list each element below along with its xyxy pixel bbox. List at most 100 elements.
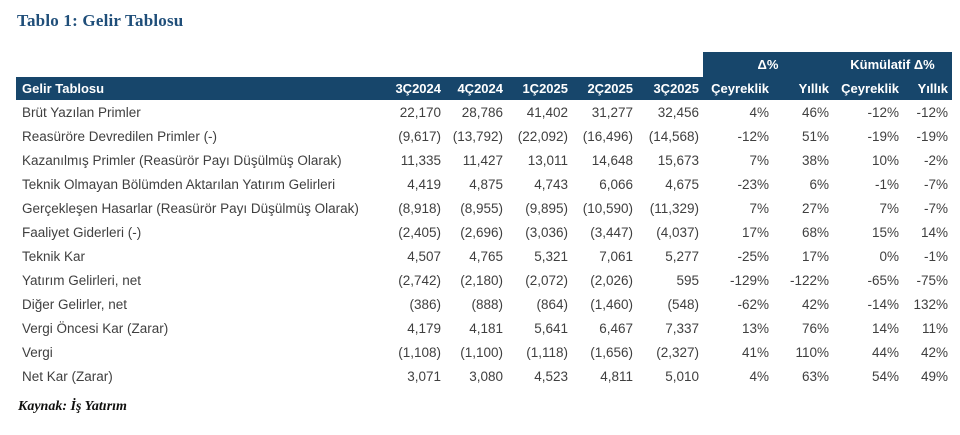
- cell-value: 10%: [871, 152, 899, 168]
- cell-value: 46%: [801, 104, 829, 120]
- cell-value: (2,180): [460, 272, 503, 288]
- cell-value: (1,100): [460, 344, 503, 360]
- cell-value: 15,673: [657, 152, 699, 168]
- cell-value: 5,277: [665, 248, 699, 264]
- column-header: 3Ç2024: [388, 77, 445, 100]
- cell-value: (3,036): [525, 224, 568, 240]
- row-label: Net Kar (Zarar): [22, 368, 113, 384]
- cell-value: 54%: [871, 368, 899, 384]
- cell-value: 7,337: [665, 320, 699, 336]
- cell-value: (2,405): [398, 224, 441, 240]
- cell-value: 14,648: [591, 152, 633, 168]
- cell-value: (8,955): [460, 200, 503, 216]
- row-label: Faaliyet Giderleri (-): [22, 224, 142, 240]
- cell-value: (3,447): [590, 224, 633, 240]
- cell-value: 38%: [801, 152, 829, 168]
- row-label: Diğer Gelirler, net: [22, 296, 128, 312]
- cell-value: (2,696): [460, 224, 503, 240]
- cell-value: 5,641: [534, 320, 568, 336]
- table-row: Vergi (1,108) (1,100) (1,118) (1,656) (2,327)…: [16, 340, 952, 364]
- cell-value: -19%: [867, 128, 899, 144]
- cell-value: -65%: [867, 272, 899, 288]
- cell-value: 3,080: [469, 368, 503, 384]
- table-title: Tablo 1: Gelir Tablosu: [17, 11, 184, 30]
- cell-value: -7%: [923, 176, 948, 192]
- table-row: Vergi Öncesi Kar (Zarar) 4,179 4,181 5,641 6…: [16, 316, 952, 340]
- cell-value: 6,467: [599, 320, 633, 336]
- column-header: 1Ç2025: [507, 77, 572, 100]
- cell-value: (1,108): [398, 344, 441, 360]
- column-header: 2Ç2025: [572, 77, 637, 100]
- cell-value: 17%: [741, 224, 769, 240]
- table-row: Brüt Yazılan Primler 22,170 28,786 41,402 31…: [16, 100, 952, 124]
- cell-value: 4,743: [534, 176, 568, 192]
- cell-value: 595: [676, 272, 699, 288]
- cell-value: (1,656): [590, 344, 633, 360]
- cell-value: (888): [471, 296, 503, 312]
- cell-value: 13,011: [527, 152, 568, 168]
- cell-value: 11,427: [462, 152, 503, 168]
- cell-value: -25%: [737, 248, 769, 264]
- cell-value: 32,456: [657, 104, 699, 120]
- cell-value: 4,419: [407, 176, 441, 192]
- cell-value: 6,066: [599, 176, 633, 192]
- cell-value: 7%: [749, 152, 769, 168]
- table-row: Yatırım Gelirleri, net (2,742) (2,180) (2,0…: [16, 268, 952, 292]
- cell-value: 14%: [871, 320, 899, 336]
- cell-value: 63%: [801, 368, 829, 384]
- column-header: Yıllık: [903, 77, 952, 100]
- cell-value: 4,507: [407, 248, 441, 264]
- cell-value: (1,460): [590, 296, 633, 312]
- row-label: Brüt Yazılan Primler: [22, 104, 141, 120]
- cell-value: 4,675: [665, 176, 699, 192]
- table-row: Reasüröre Devredilen Primler (-) (9,617) (…: [16, 124, 952, 148]
- column-header: Çeyreklik: [833, 77, 903, 100]
- cell-value: (10,590): [582, 200, 633, 216]
- cell-value: -2%: [923, 152, 948, 168]
- group-header-delta: Δ%: [703, 52, 833, 77]
- table-row: Teknik Olmayan Bölümden Aktarılan Yatırı…: [16, 172, 952, 196]
- cell-value: 4,179: [407, 320, 441, 336]
- table-row: Faaliyet Giderleri (-) (2,405) (2,696) (3,0…: [16, 220, 952, 244]
- cell-value: 5,321: [534, 248, 568, 264]
- cell-value: -75%: [916, 272, 948, 288]
- cell-value: (8,918): [398, 200, 441, 216]
- cell-value: -12%: [916, 104, 948, 120]
- cell-value: -1%: [923, 248, 948, 264]
- cell-value: 11,335: [400, 152, 441, 168]
- cell-value: 13%: [741, 320, 769, 336]
- cell-value: 15%: [871, 224, 899, 240]
- cell-value: 6%: [809, 176, 829, 192]
- cell-value: -122%: [789, 272, 829, 288]
- table-row: Kazanılmış Primler (Reasürör Payı Düşülm…: [16, 148, 952, 172]
- cell-value: (864): [536, 296, 568, 312]
- cell-value: 11%: [921, 320, 948, 336]
- cell-value: 4,523: [534, 368, 568, 384]
- cell-value: 132%: [913, 296, 948, 312]
- row-label: Yatırım Gelirleri, net: [22, 272, 142, 288]
- group-header-spacer: [16, 52, 703, 77]
- cell-value: 27%: [801, 200, 829, 216]
- cell-value: 17%: [801, 248, 829, 264]
- income-statement-table: Δ% Kümülatif Δ% Gelir Tablosu 3Ç2024 4Ç20…: [16, 52, 952, 388]
- cell-value: 68%: [801, 224, 829, 240]
- cell-value: 4,811: [600, 368, 633, 384]
- cell-value: 7%: [879, 200, 899, 216]
- cell-value: 3,071: [407, 368, 441, 384]
- cell-value: -129%: [729, 272, 769, 288]
- cell-value: (4,037): [656, 224, 699, 240]
- cell-value: 4,181: [469, 320, 503, 336]
- cell-value: -7%: [923, 200, 948, 216]
- cell-value: 28,786: [461, 104, 503, 120]
- row-label: Vergi: [22, 344, 53, 360]
- cell-value: 41%: [741, 344, 769, 360]
- column-header: Yıllık: [773, 77, 833, 100]
- column-header: 4Ç2024: [445, 77, 507, 100]
- cell-value: 5,010: [665, 368, 699, 384]
- table-row: Teknik Kar 4,507 4,765 5,321 7,061 5,277 -25% 1…: [16, 244, 952, 268]
- table-body: Brüt Yazılan Primler 22,170 28,786 41,402 31…: [16, 100, 952, 388]
- cell-value: -62%: [737, 296, 769, 312]
- cell-value: 44%: [871, 344, 899, 360]
- column-header-row: Gelir Tablosu 3Ç2024 4Ç2024 1Ç2025 2Ç2025 3Ç…: [16, 77, 952, 100]
